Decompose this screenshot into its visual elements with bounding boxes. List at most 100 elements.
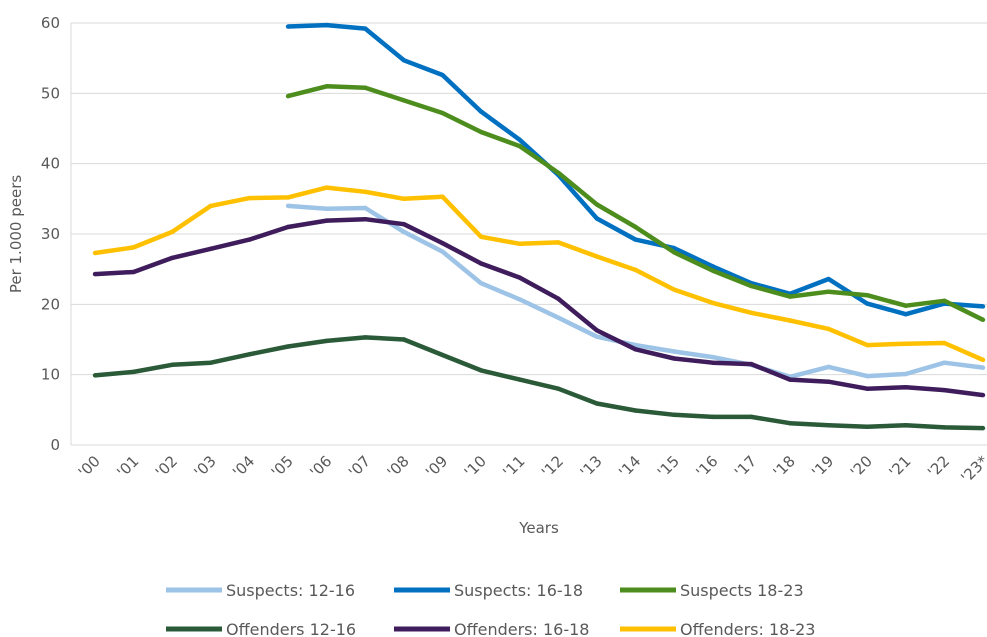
legend-item: Suspects: 16-18 <box>394 581 583 600</box>
data-point <box>633 408 638 413</box>
data-point <box>324 218 329 223</box>
data-point <box>594 401 600 406</box>
x-tick-label: '12 <box>538 452 567 481</box>
data-point <box>440 240 445 246</box>
data-point <box>633 347 638 352</box>
data-point <box>170 362 175 368</box>
legend-item: Suspects 18-23 <box>620 581 804 600</box>
data-point <box>594 216 600 221</box>
data-point <box>864 342 870 348</box>
data-point <box>594 254 600 259</box>
data-point <box>671 287 677 292</box>
series-lines <box>92 22 986 431</box>
data-point <box>787 420 793 426</box>
x-tick-label: '16 <box>692 452 721 481</box>
series-0 <box>285 203 986 380</box>
data-point <box>247 352 252 357</box>
data-point <box>324 185 329 190</box>
data-point <box>440 352 445 358</box>
data-point <box>517 377 522 382</box>
series-line <box>94 185 984 362</box>
data-point <box>749 283 754 289</box>
x-tick-label: '04 <box>229 452 258 481</box>
x-tick-label: '07 <box>345 452 374 481</box>
x-tick-label: '22 <box>924 452 953 481</box>
data-point <box>324 22 329 28</box>
data-point <box>131 269 136 275</box>
data-point <box>633 267 638 273</box>
series-3 <box>92 335 986 431</box>
data-point <box>980 425 986 431</box>
data-point <box>826 276 831 282</box>
x-tick-label: '03 <box>191 452 220 481</box>
data-point <box>401 98 407 103</box>
data-point <box>633 237 638 242</box>
data-point <box>517 241 522 247</box>
legend-item: Offenders: 16-18 <box>394 620 589 637</box>
series-2 <box>285 84 986 323</box>
y-axis-ticks: 0 10 20 30 40 50 60 <box>41 14 60 454</box>
data-point <box>594 202 600 207</box>
data-point <box>671 349 677 354</box>
data-point <box>826 379 831 384</box>
x-tick-label: '02 <box>152 452 181 481</box>
legend-label: Offenders 12-16 <box>226 620 356 637</box>
data-point <box>440 72 445 78</box>
data-point <box>826 423 831 428</box>
series-line <box>94 216 984 398</box>
data-point <box>247 237 252 242</box>
data-point <box>864 301 870 306</box>
data-point <box>749 310 754 315</box>
y-tick-label: 10 <box>41 366 60 384</box>
data-point <box>710 268 715 273</box>
data-point <box>285 344 291 349</box>
data-point <box>671 250 677 255</box>
x-tick-label: '17 <box>731 452 760 481</box>
data-point <box>440 194 445 199</box>
data-point <box>170 255 175 261</box>
x-tick-label: '00 <box>75 452 104 481</box>
x-tick-label: '13 <box>577 452 606 481</box>
x-tick-label: '06 <box>306 452 335 481</box>
data-point <box>517 137 522 142</box>
data-point <box>826 326 831 332</box>
x-tick-label: '15 <box>654 452 683 481</box>
data-point <box>363 335 368 340</box>
data-point <box>324 338 329 344</box>
x-tick-label: '21 <box>885 452 914 481</box>
y-tick-label: 60 <box>41 14 60 32</box>
data-point <box>826 289 831 294</box>
data-point <box>903 303 908 308</box>
data-point <box>440 249 445 254</box>
y-tick-label: 30 <box>41 225 60 243</box>
data-point <box>363 85 368 90</box>
data-point <box>285 195 291 200</box>
data-point <box>363 189 368 194</box>
data-point <box>92 271 98 277</box>
data-point <box>980 365 986 370</box>
data-point <box>942 425 947 430</box>
data-point <box>710 414 715 420</box>
x-axis-ticks: '00 '01 '02 '03 '04 '05 '06 '07 '08 '09 '10 '11 '12 '… <box>75 452 987 487</box>
y-tick-label: 20 <box>41 295 60 313</box>
legend-label: Suspects: 16-18 <box>454 581 583 600</box>
data-point <box>478 368 484 373</box>
legend-label: Suspects 18-23 <box>680 581 804 600</box>
data-point <box>363 26 368 31</box>
data-point <box>903 371 908 377</box>
data-point <box>749 414 754 420</box>
data-point <box>594 334 600 339</box>
data-point <box>401 229 407 235</box>
data-point <box>517 297 522 302</box>
data-point <box>749 361 754 367</box>
data-point <box>556 315 561 320</box>
data-point <box>363 205 368 211</box>
data-point <box>787 294 793 299</box>
data-point <box>478 109 484 114</box>
data-point <box>633 224 638 230</box>
data-point <box>864 424 870 429</box>
data-point <box>285 24 291 29</box>
x-tick-label: '18 <box>770 452 799 481</box>
x-tick-label: '19 <box>808 452 837 481</box>
